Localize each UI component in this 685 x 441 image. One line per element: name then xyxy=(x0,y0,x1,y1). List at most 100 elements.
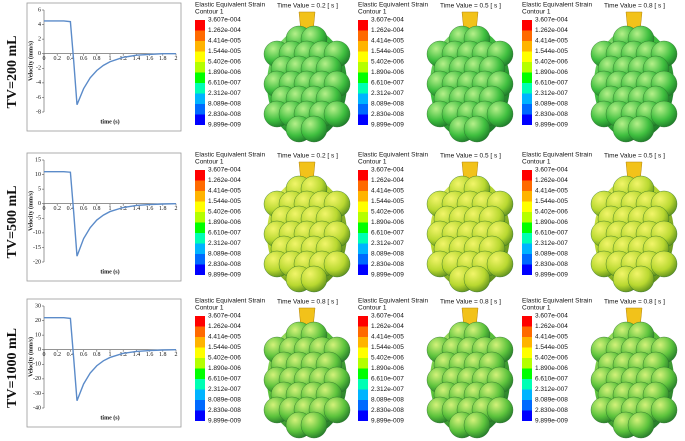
color-band xyxy=(358,222,368,233)
legend-label: 4.414e-005 xyxy=(208,334,241,341)
y-tick-label: -15 xyxy=(33,245,41,251)
velocity-line xyxy=(44,20,176,105)
alveolus xyxy=(650,250,678,278)
x-tick-label: 0.4 xyxy=(67,206,75,212)
legend-label: 6.610e-007 xyxy=(208,230,241,237)
legend-label: 1.262e-004 xyxy=(208,323,241,330)
legend-label: 6.610e-007 xyxy=(371,376,404,383)
color-band xyxy=(195,72,205,83)
legend-label: 3.607e-004 xyxy=(535,313,568,320)
legend-label: 1.544e-005 xyxy=(535,48,568,55)
legend-label: 3.607e-004 xyxy=(535,167,568,174)
y-tick-label: -2 xyxy=(36,66,41,72)
color-band xyxy=(195,222,205,233)
color-band xyxy=(358,326,368,337)
legend-label: 4.414e-005 xyxy=(535,38,568,45)
color-band xyxy=(195,410,205,421)
alveolar-cluster xyxy=(590,307,678,439)
legend-subtitle: Contour 1 xyxy=(358,305,387,312)
color-band xyxy=(195,389,205,400)
time-label: Time Value = 0.8 [ s ] xyxy=(604,3,665,10)
legend-title: Elastic Equivalent Strain xyxy=(522,2,592,9)
color-band xyxy=(358,41,368,52)
color-band xyxy=(195,316,205,327)
legend-label: 3.607e-004 xyxy=(208,167,241,174)
y-axis-label: Velocity (mm/s) xyxy=(27,41,34,81)
color-band xyxy=(522,347,532,358)
color-band xyxy=(522,83,532,94)
color-band xyxy=(358,93,368,104)
x-axis-label: time (s) xyxy=(100,414,119,421)
legend-title: Elastic Equivalent Strain xyxy=(358,152,428,159)
chart-frame xyxy=(26,298,182,428)
y-tick-label: 30 xyxy=(35,303,41,309)
alveolus xyxy=(486,250,514,278)
color-band xyxy=(522,264,532,275)
alveolar-cluster xyxy=(426,307,514,439)
color-band xyxy=(195,191,205,202)
color-band xyxy=(195,212,205,223)
x-axis-label: time (s) xyxy=(100,118,119,125)
color-band xyxy=(522,368,532,379)
x-tick-label: 1.4 xyxy=(133,56,141,62)
color-band xyxy=(358,254,368,265)
legend-label: 1.262e-004 xyxy=(535,323,568,330)
time-label: Time Value = 0.5 [ s ] xyxy=(440,153,501,160)
legend-title: Elastic Equivalent Strain xyxy=(195,298,265,305)
x-tick-label: 0.6 xyxy=(80,206,88,212)
color-band xyxy=(195,326,205,337)
alveolar-cluster xyxy=(590,161,678,293)
legend-title: Elastic Equivalent Strain xyxy=(358,2,428,9)
legend-label: 8.089e-008 xyxy=(208,397,241,404)
alveolus xyxy=(323,250,351,278)
legend-label: 1.544e-005 xyxy=(371,198,404,205)
legend-label: 9.899e-009 xyxy=(371,122,404,129)
color-band xyxy=(522,212,532,223)
color-band xyxy=(522,191,532,202)
color-band xyxy=(195,254,205,265)
time-label: Time Value = 0.5 [ s ] xyxy=(604,153,665,160)
alveolus xyxy=(300,411,328,439)
color-band xyxy=(522,62,532,73)
color-band xyxy=(358,379,368,390)
legend-label: 1.262e-004 xyxy=(535,177,568,184)
x-tick-label: 0 xyxy=(43,352,46,358)
legend-label: 6.610e-007 xyxy=(535,80,568,87)
color-band xyxy=(195,368,205,379)
legend-label: 2.830e-008 xyxy=(535,407,568,414)
color-band xyxy=(358,20,368,31)
legend-label: 5.402e-006 xyxy=(208,59,241,66)
y-tick-label: -6 xyxy=(36,95,41,101)
color-band xyxy=(522,201,532,212)
x-tick-label: 0.4 xyxy=(67,56,75,62)
x-tick-label: 1.6 xyxy=(146,206,154,212)
legend-label: 9.899e-009 xyxy=(208,122,241,129)
legend-label: 3.607e-004 xyxy=(208,17,241,24)
legend-label: 5.402e-006 xyxy=(371,59,404,66)
color-band xyxy=(358,180,368,191)
legend-label: 2.830e-008 xyxy=(371,111,404,118)
legend-label: 4.414e-005 xyxy=(535,334,568,341)
legend-label: 1.262e-004 xyxy=(535,27,568,34)
legend-label: 1.262e-004 xyxy=(208,27,241,34)
legend-label: 6.610e-007 xyxy=(208,376,241,383)
legend-label: 2.830e-008 xyxy=(371,407,404,414)
legend-label: 1.890e-006 xyxy=(208,219,241,226)
alveolus xyxy=(323,100,351,128)
velocity-line xyxy=(44,170,177,257)
legend-label: 2.830e-008 xyxy=(535,111,568,118)
x-tick-label: 1.6 xyxy=(146,56,154,62)
legend-subtitle: Contour 1 xyxy=(522,9,551,16)
x-tick-label: 1.8 xyxy=(159,352,167,358)
legend-label: 3.607e-004 xyxy=(535,17,568,24)
color-band xyxy=(358,30,368,41)
x-tick-label: 2 xyxy=(175,56,178,62)
alveolus xyxy=(650,396,678,424)
x-tick-label: 0 xyxy=(43,56,46,62)
alveolar-cluster xyxy=(426,161,514,293)
legend-label: 8.089e-008 xyxy=(208,101,241,108)
y-tick-label: 5 xyxy=(38,187,41,193)
legend-label: 6.610e-007 xyxy=(535,230,568,237)
legend-label: 2.312e-007 xyxy=(208,240,241,247)
legend-title: Elastic Equivalent Strain xyxy=(195,152,265,159)
